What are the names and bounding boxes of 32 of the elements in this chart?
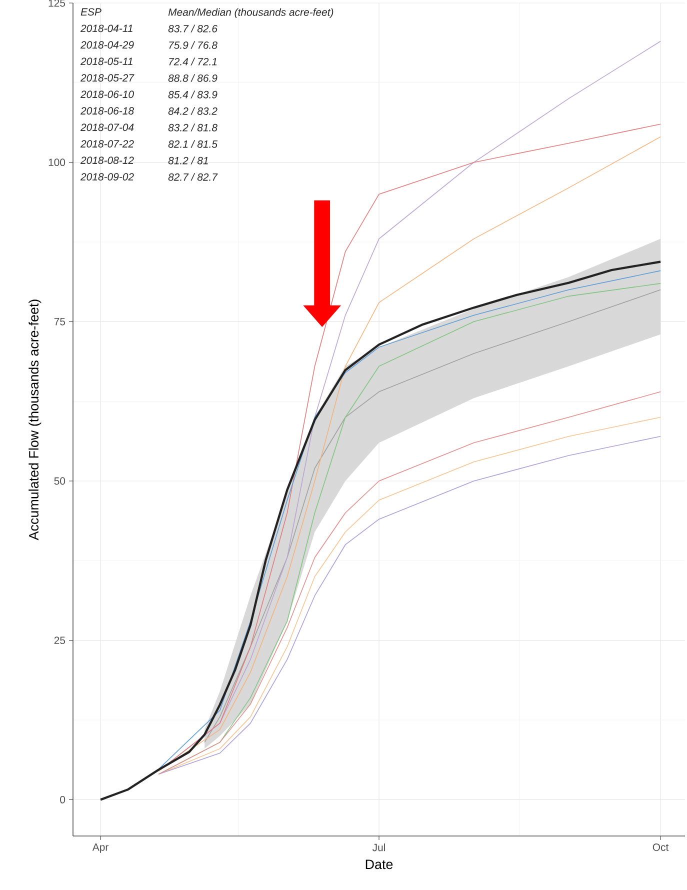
y-tick-label: 0 <box>60 796 66 804</box>
annotation: 81.2 / 81 <box>168 156 208 164</box>
annotation: 75.9 / 76.8 <box>169 41 218 49</box>
y-tick-label: 50 <box>54 477 66 485</box>
annotation: 82.1 / 81.5 <box>168 140 218 148</box>
annotation: 2018-05-11 <box>80 58 132 66</box>
annotation: 2018-05-27 <box>80 74 134 82</box>
y-tick-label: 25 <box>54 636 66 644</box>
annotation: 85.4 / 83.9 <box>168 90 218 98</box>
annotation: 83.2 / 81.8 <box>168 124 218 132</box>
annotation: ESP <box>80 8 102 16</box>
x-tick-label: Oct <box>652 844 669 851</box>
annotation: 2018-06-10 <box>80 90 134 98</box>
annotation: 2018-06-18 <box>80 107 134 115</box>
annotation: 2018-07-22 <box>80 140 134 148</box>
annotation: 2018-04-29 <box>80 41 134 49</box>
annotation: 88.8 / 86.9 <box>168 74 218 82</box>
y-axis-title: Accumulated Flow (thousands acre-feet) <box>28 300 42 540</box>
x-tick-label: Apr <box>92 844 109 853</box>
y-tick-label: 100 <box>48 158 66 166</box>
annotation: 2018-04-11 <box>80 24 132 32</box>
annotation: 2018-09-02 <box>80 173 134 181</box>
x-axis-title: Date <box>366 860 393 870</box>
annotation: 83.7 / 82.6 <box>168 24 218 32</box>
annotation: 82.7 / 82.7 <box>168 173 218 181</box>
annotation: 84.2 / 83.2 <box>168 107 218 115</box>
annotation: 2018-08-12 <box>80 156 134 164</box>
annotation: 72.4 / 72.1 <box>169 58 217 66</box>
annotation: 2018-07-04 <box>80 124 134 132</box>
annotation: Mean/Median (thousands acre-feet) <box>168 8 334 18</box>
y-tick-label: 75 <box>54 318 66 326</box>
x-tick-label: Jul <box>372 844 385 852</box>
